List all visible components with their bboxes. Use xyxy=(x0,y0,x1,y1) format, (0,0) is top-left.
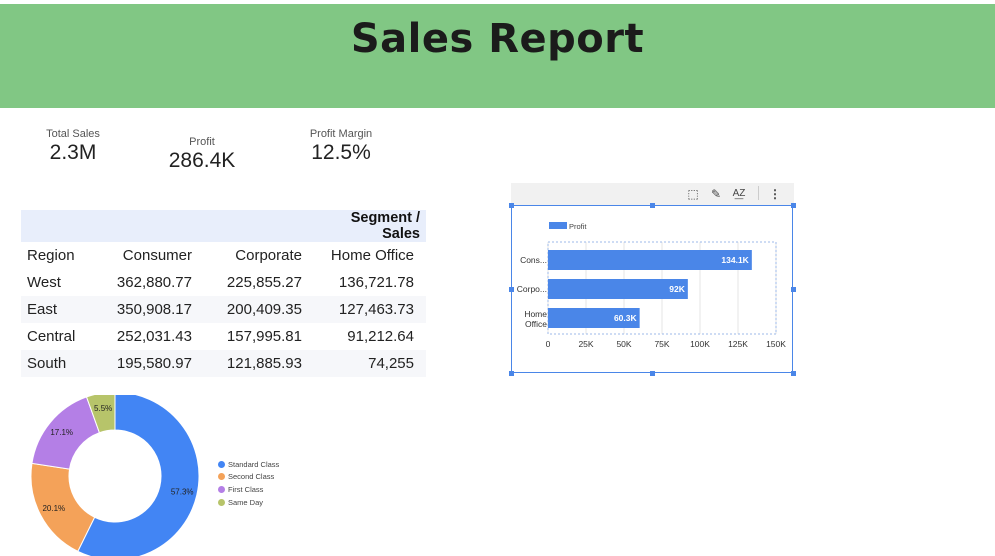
bar-data-label: 134.1K xyxy=(721,255,749,265)
donut-svg: 57.3% 20.1% 17.1% 5.5% xyxy=(30,395,200,556)
toolbar-divider xyxy=(758,186,759,200)
donut-slice[interactable] xyxy=(85,395,116,434)
legend-item[interactable]: Second Class xyxy=(218,471,279,484)
x-tick-label: 150K xyxy=(766,339,786,349)
resize-handle[interactable] xyxy=(650,203,655,208)
legend-label: Standard Class xyxy=(228,459,280,469)
slice-label: 17.1% xyxy=(50,428,73,437)
kpi-label: Total Sales xyxy=(46,128,100,140)
segment-sales-table[interactable]: Segment / Sales Region Consumer Corporat… xyxy=(21,210,426,377)
slice-label: 20.1% xyxy=(42,504,65,513)
kpi-value: 286.4K xyxy=(168,149,236,172)
table-cell: 136,721.78 xyxy=(338,274,414,291)
kpi-profit-margin[interactable]: Profit Margin 12.5% xyxy=(301,128,381,165)
resize-handle[interactable] xyxy=(650,371,655,376)
legend-swatch xyxy=(218,485,225,493)
legend-label: Profit xyxy=(569,222,587,231)
y-tick-label: Cons... xyxy=(520,255,547,265)
x-tick-label: 50K xyxy=(616,339,631,349)
bar[interactable] xyxy=(548,308,640,328)
table-cell: 157,995.81 xyxy=(226,328,302,345)
table-cell: 91,212.64 xyxy=(347,328,414,345)
column-header[interactable]: Corporate xyxy=(235,247,302,264)
table-cell: 225,855.27 xyxy=(226,274,302,291)
donut-slice[interactable] xyxy=(77,395,200,556)
page-title: Sales Report xyxy=(350,16,645,62)
table-row: Central 252,031.43 157,995.81 91,212.64 xyxy=(21,323,426,350)
kpi-total-sales[interactable]: Total Sales 2.3M xyxy=(38,128,108,165)
table-row: East 350,908.17 200,409.35 127,463.73 xyxy=(21,296,426,323)
chart-selection-box[interactable] xyxy=(511,205,793,373)
table-cell: 362,880.77 xyxy=(116,274,192,291)
legend-item[interactable]: Standard Class xyxy=(218,458,279,471)
table-cell: 252,031.43 xyxy=(116,328,192,345)
y-tick-label: Corpo... xyxy=(517,284,547,294)
select-icon[interactable]: ⬚ xyxy=(687,187,699,201)
legend-label: Second Class xyxy=(228,472,275,482)
report-header xyxy=(0,4,995,108)
slice-label: 5.5% xyxy=(94,404,112,413)
legend-swatch xyxy=(218,498,225,506)
kpi-profit[interactable]: Profit 286.4K xyxy=(160,136,244,173)
pencil-icon[interactable]: ✎ xyxy=(710,187,722,201)
table-title: Segment / Sales xyxy=(314,210,426,242)
table-cell: 127,463.73 xyxy=(314,296,426,323)
ship-mode-donut-chart[interactable]: 57.3% 20.1% 17.1% 5.5% xyxy=(28,395,203,556)
legend-swatch xyxy=(218,460,225,468)
x-tick-label: 125K xyxy=(728,339,748,349)
resize-handle[interactable] xyxy=(509,371,514,376)
y-tick-label: Home xyxy=(524,309,547,319)
donut-legend: Standard Class Second Class First Class Sam… xyxy=(218,458,279,508)
y-tick-label: Office xyxy=(525,319,547,329)
profit-bar-chart[interactable]: 0 25K 50K 75K 100K 125K 150K Profit 134.1K Cons..… xyxy=(511,205,793,373)
x-tick-label: 25K xyxy=(578,339,593,349)
sort-az-icon[interactable]: A͟Z xyxy=(732,188,746,199)
resize-handle[interactable] xyxy=(791,287,796,292)
column-header[interactable]: Consumer xyxy=(122,247,192,264)
table-row: West 362,880.77 225,855.27 136,721.78 xyxy=(21,269,426,296)
table-cell: West xyxy=(27,274,61,291)
bar[interactable] xyxy=(548,279,688,299)
kpi-label: Profit xyxy=(189,136,215,148)
legend-item[interactable]: First Class xyxy=(218,483,279,496)
kpi-value: 2.3M xyxy=(49,141,97,164)
x-tick-label: 75K xyxy=(654,339,669,349)
resize-handle[interactable] xyxy=(791,371,796,376)
table-cell: 200,409.35 xyxy=(204,296,314,323)
table-cell: 121,885.93 xyxy=(204,350,314,377)
legend-item[interactable]: Same Day xyxy=(218,496,279,509)
legend-swatch xyxy=(218,473,225,481)
table-row: South 195,580.97 121,885.93 74,255 xyxy=(21,350,426,377)
resize-handle[interactable] xyxy=(509,203,514,208)
kpi-label: Profit Margin xyxy=(309,128,373,140)
resize-handle[interactable] xyxy=(791,203,796,208)
resize-handle[interactable] xyxy=(509,287,514,292)
bar-chart-svg: 0 25K 50K 75K 100K 125K 150K Profit 134.1K Cons..… xyxy=(517,222,786,349)
bar-data-label: 60.3K xyxy=(614,313,638,323)
bar[interactable] xyxy=(548,250,752,270)
legend-label: Same Day xyxy=(228,497,264,507)
table-header-row: Region Consumer Corporate Home Office xyxy=(21,242,426,269)
column-header[interactable]: Region xyxy=(27,247,75,264)
table-cell: Central xyxy=(27,328,76,345)
column-header[interactable]: Home Office xyxy=(330,247,414,264)
chart-toolbar xyxy=(511,183,794,205)
table-cell: 350,908.17 xyxy=(104,296,204,323)
legend-label: First Class xyxy=(228,484,264,494)
table-title-row: Segment / Sales xyxy=(21,210,426,242)
more-vert-icon[interactable]: ⋮ xyxy=(769,187,781,201)
kpi-value: 12.5% xyxy=(311,141,371,164)
bar-data-label: 92K xyxy=(669,284,685,294)
table-cell: 74,255 xyxy=(314,350,426,377)
slice-label: 57.3% xyxy=(171,488,194,497)
legend-swatch xyxy=(549,222,567,229)
table-cell: 195,580.97 xyxy=(104,350,204,377)
table-cell: East xyxy=(21,296,104,323)
table-cell: South xyxy=(21,350,104,377)
x-tick-label: 100K xyxy=(690,339,710,349)
x-tick-label: 0 xyxy=(546,339,551,349)
